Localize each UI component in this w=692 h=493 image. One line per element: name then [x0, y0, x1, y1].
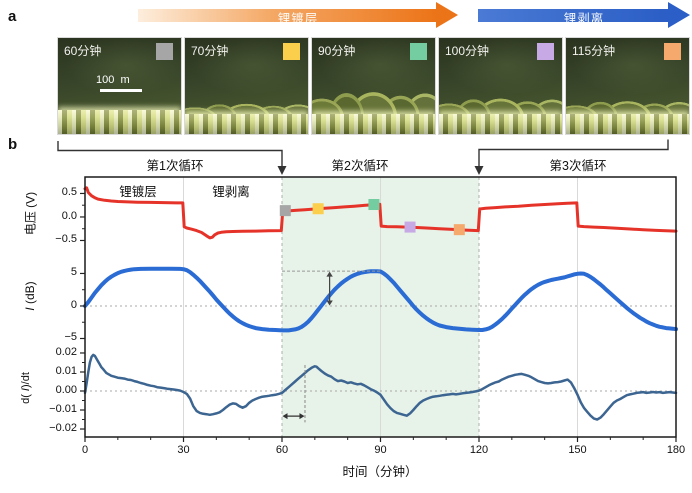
- electrode-surface-texture: [58, 110, 181, 134]
- dendrite-texture: [185, 96, 308, 118]
- frame-marker-swatch: [410, 43, 427, 60]
- y-tick-label: 0.02: [55, 345, 77, 358]
- electrode-surface-texture: [566, 114, 689, 134]
- dendrite-texture: [566, 92, 689, 118]
- electrode-surface-texture: [439, 114, 562, 134]
- derivative-curve: [83, 353, 678, 421]
- micrograph-frame-4: 100分钟: [438, 37, 563, 135]
- x-tick-label: 90: [374, 444, 387, 456]
- arrowhead-icon: [299, 413, 305, 420]
- frame-time-label: 60分钟: [64, 44, 102, 58]
- electrode-surface-texture: [185, 114, 308, 134]
- frame-time-label: 115分钟: [572, 44, 616, 58]
- y-tick-label: 5: [70, 266, 77, 279]
- bracket-arrow-icon: [277, 166, 287, 175]
- dendrite-texture: [439, 88, 562, 118]
- cycle-1-label: 第1次循环: [146, 159, 204, 173]
- y-tick-label: 0: [70, 298, 77, 311]
- x-axis-label: 时间（分钟）: [342, 465, 418, 479]
- time-marker-square: [312, 203, 324, 215]
- bracket-arrow-icon: [474, 166, 484, 175]
- y-tick-label: 0.5: [61, 186, 77, 199]
- frame-marker-swatch: [156, 43, 173, 60]
- y-tick-label: 0.0: [61, 209, 77, 222]
- time-marker-square: [453, 224, 465, 236]
- x-tick-label: 180: [666, 444, 686, 456]
- plating-arrow-head-icon: [436, 2, 458, 28]
- arrowhead-icon: [326, 300, 333, 306]
- micrograph-frame-3: 90分钟: [311, 37, 436, 135]
- stripping-arrow-label: 锂剥离: [563, 12, 605, 26]
- phase-stripping-label: 锂剥离: [212, 185, 250, 199]
- y-tick-label: −0.02: [49, 422, 77, 435]
- micrograph-frame-5: 115分钟: [565, 37, 690, 135]
- y-tick-label: −5: [64, 331, 77, 344]
- cycle-2-label: 第2次循环: [331, 159, 389, 173]
- frame-time-label: 90分钟: [318, 44, 356, 58]
- intensity-curve: [83, 266, 678, 333]
- stripping-arrow: [478, 9, 668, 22]
- y-tick-label: −0.5: [55, 233, 77, 246]
- micrograph-frame-1: 60分钟 100 m: [57, 37, 182, 135]
- scale-bar: 100 m: [96, 74, 142, 92]
- y-tick-label: 0.00: [55, 384, 77, 396]
- plating-arrow-label: 锂镀层: [277, 12, 319, 26]
- stripping-arrow-head-icon: [668, 2, 690, 28]
- frame-marker-swatch: [537, 43, 554, 60]
- phase-plating-label: 锂镀层: [119, 185, 157, 199]
- y-tick-label: −0.01: [49, 403, 77, 415]
- y-tick-label: 0.01: [55, 364, 77, 377]
- x-tick-label: 150: [568, 444, 587, 456]
- panel-b-label: b: [8, 136, 18, 153]
- micrograph-frame-2: 70分钟: [184, 37, 309, 135]
- cycle-bracket-left: [57, 141, 283, 167]
- micrograph-strip: 60分钟 100 m 70分钟 90分钟 100分钟 115分钟: [57, 37, 690, 135]
- frame-time-label: 70分钟: [191, 44, 229, 58]
- x-tick-label: 60: [275, 444, 289, 456]
- time-marker-square: [279, 205, 291, 217]
- x-tick-label: 120: [469, 444, 489, 456]
- panel-a-label: a: [8, 8, 17, 25]
- x-tick-label: 30: [177, 444, 190, 456]
- frame-marker-swatch: [283, 43, 300, 60]
- electrode-surface-texture: [312, 114, 435, 134]
- cycle-bracket-right: [478, 139, 669, 167]
- time-marker-square: [404, 221, 416, 233]
- x-tick-label: 0: [81, 444, 89, 456]
- plating-arrow: [138, 9, 436, 22]
- arrowhead-icon: [326, 271, 333, 277]
- dendrite-texture: [312, 78, 435, 118]
- arrowhead-icon: [282, 413, 288, 420]
- frame-time-label: 100分钟: [445, 44, 490, 58]
- cycle-3-label: 第3次循环: [549, 159, 607, 173]
- frame-marker-swatch: [664, 43, 681, 60]
- time-marker-square: [368, 199, 380, 211]
